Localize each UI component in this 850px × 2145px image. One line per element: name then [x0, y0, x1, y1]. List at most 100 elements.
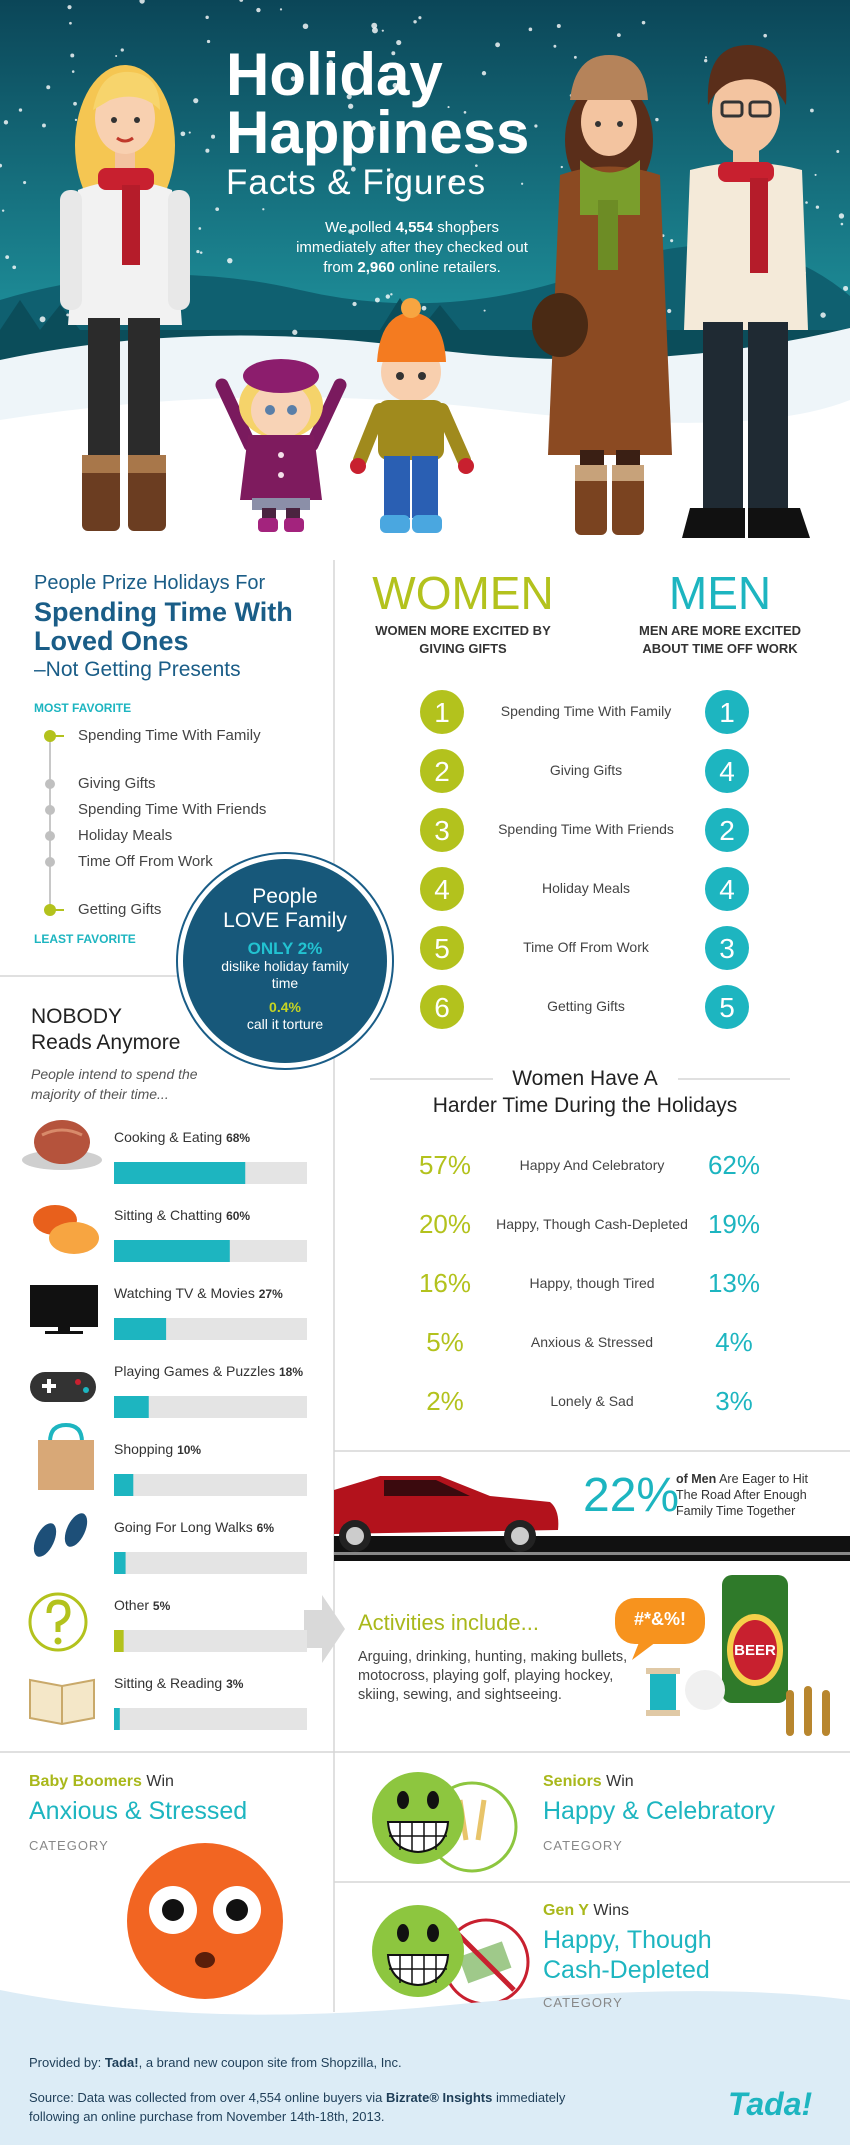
snowflake — [290, 76, 296, 82]
activity-value: 6% — [256, 1521, 274, 1535]
activity-value: 68% — [226, 1131, 251, 1145]
winner-category: Anxious & Stressed — [29, 1797, 248, 1825]
women-rank: 5 — [434, 933, 450, 964]
snowflake — [449, 176, 456, 183]
activity-label: Other 5% — [114, 1597, 170, 1613]
snowflake — [815, 205, 820, 209]
senior-face-part — [397, 1791, 409, 1809]
winner-group: Seniors — [543, 1773, 602, 1790]
geny-face-part — [389, 1955, 447, 1985]
snowflake — [371, 27, 378, 34]
logo: Tada! — [728, 2086, 813, 2122]
women-rank: 3 — [434, 815, 450, 846]
snowflake — [346, 94, 352, 100]
intro-number: 2,960 — [357, 259, 395, 276]
road-text: of Men Are Eager to Hit The Road After E… — [676, 1471, 831, 1519]
woman-blonde-figure-part — [82, 455, 120, 473]
beer-illustration-part — [733, 1620, 777, 1680]
woman-blonde-figure-part — [128, 455, 166, 531]
section-title: Reads Anymore — [31, 1031, 181, 1054]
source: Source: Data was collected from over 4,5… — [29, 2088, 589, 2126]
snowflake — [421, 305, 427, 311]
arrow-part — [304, 1595, 345, 1663]
woman-brunette-figure-part — [580, 160, 640, 215]
snowflake — [73, 101, 77, 106]
feeling-label: Anxious & Stressed — [530, 1334, 654, 1350]
activity-icons-part — [48, 1422, 84, 1443]
snowflake — [415, 189, 419, 192]
activity-icons-part — [75, 1379, 81, 1385]
snowflake — [534, 124, 538, 128]
favorites-timeline — [44, 730, 64, 916]
source-prefix: Source: Data was collected from over 4,5… — [29, 2090, 383, 2105]
rank-label: Holiday Meals — [542, 880, 630, 896]
snowflake — [120, 48, 124, 52]
women-rank-circle — [420, 926, 464, 970]
woman-brunette-figure-part — [612, 465, 644, 535]
snowflake — [352, 301, 357, 307]
snowflake — [521, 182, 524, 185]
activity-value: 18% — [278, 1365, 303, 1379]
snowflake — [381, 29, 384, 32]
man-figure-part — [748, 322, 788, 512]
snowflake — [206, 39, 211, 44]
boy-figure-part — [396, 372, 404, 380]
activity-icons-part — [28, 1592, 88, 1652]
woman-blonde-figure-part — [168, 190, 190, 310]
winner-heading: Gen Y Wins — [543, 1902, 629, 1920]
snowflake — [573, 55, 577, 59]
snowflake — [838, 213, 845, 219]
source-brand: Bizrate® Insights — [385, 2090, 493, 2105]
snowflake — [233, 118, 237, 122]
man-figure-part — [712, 70, 780, 154]
woman-brunette-figure-part — [598, 200, 618, 270]
activity-icons-part — [30, 1285, 98, 1327]
girl-figure-part — [252, 498, 310, 510]
snowflake — [12, 265, 17, 270]
snowflake — [283, 187, 288, 192]
rank-label: Getting Gifts — [547, 998, 625, 1014]
boy-figure-part — [384, 456, 410, 518]
woman-blonde-figure-part — [93, 71, 160, 110]
activity-name: Cooking & Eating — [114, 1129, 223, 1145]
geny-face-part — [456, 1932, 516, 1992]
boy-figure-part — [353, 403, 387, 467]
category-label: CATEGORY — [543, 1995, 623, 2010]
woman-blonde-figure-part — [88, 318, 120, 468]
activity-value: 3% — [226, 1677, 244, 1691]
snowflake — [463, 111, 467, 114]
activity-icons-part — [33, 1523, 57, 1557]
women-rank-circle — [420, 985, 464, 1029]
men-rank-circle — [705, 926, 749, 970]
provided-text: , a brand new coupon site from Shopzilla… — [138, 2055, 402, 2070]
activity-name: Going For Long Walks — [114, 1519, 253, 1535]
timeline-dot — [44, 730, 56, 742]
car-part — [511, 1527, 529, 1545]
boomer-face-part — [162, 1899, 184, 1921]
section-title: Harder Time During the Holidays — [432, 1094, 738, 1117]
woman-brunette-figure-part — [532, 293, 588, 357]
snowflake — [517, 129, 520, 132]
girl-figure-part — [240, 435, 322, 500]
activity-name: Shopping — [114, 1441, 174, 1457]
snowflake — [704, 58, 708, 63]
family-circle-part — [183, 859, 387, 1063]
snowflake — [328, 60, 333, 65]
snowflake — [805, 201, 808, 204]
snowflake — [840, 222, 844, 226]
timeline-dot — [45, 805, 55, 815]
snowflake — [193, 98, 199, 104]
snowflake — [23, 180, 27, 185]
activity-value: 5% — [152, 1599, 171, 1613]
bar — [114, 1396, 149, 1418]
activity-icons-part — [46, 1599, 71, 1632]
girl-figure-part — [278, 472, 284, 478]
bar-track — [114, 1396, 307, 1418]
timeline-dot — [45, 831, 55, 841]
women-percent: 57% — [418, 1150, 472, 1180]
activity-icons-part — [49, 1222, 99, 1254]
bar — [114, 1552, 126, 1574]
snowflake — [481, 71, 487, 76]
